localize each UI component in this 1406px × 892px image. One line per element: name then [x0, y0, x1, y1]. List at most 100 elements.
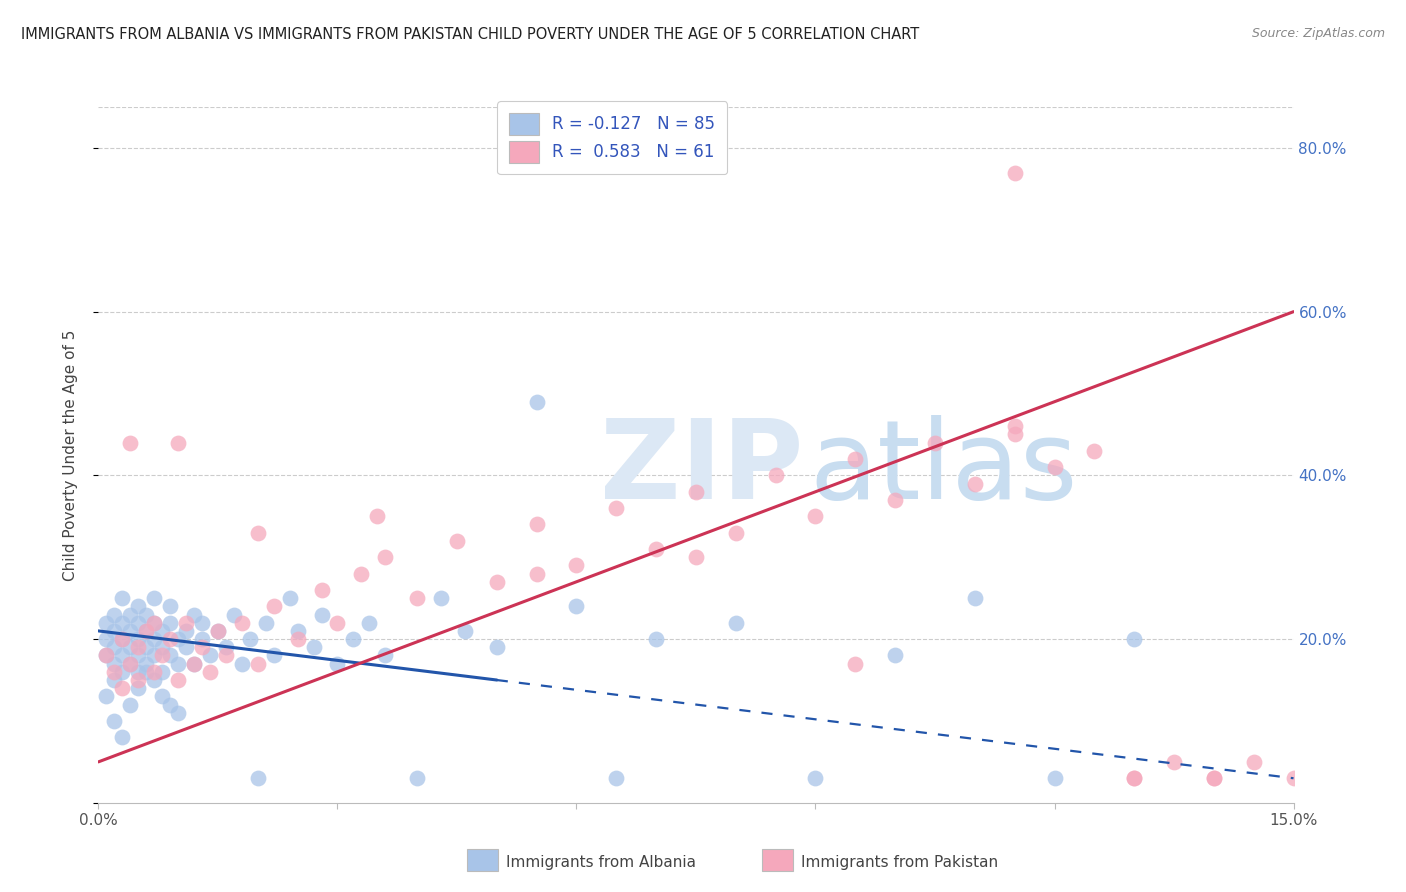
Point [1043, 460, 1066, 475]
Point [198, 665, 221, 679]
Point [96, 632, 118, 646]
Point [246, 657, 269, 671]
Point [159, 632, 181, 646]
Point [103, 657, 125, 671]
Point [111, 681, 134, 696]
Point [724, 525, 747, 540]
Point [406, 771, 429, 785]
Point [844, 452, 866, 467]
Point [111, 591, 134, 606]
Point [884, 492, 907, 507]
Point [1004, 165, 1026, 179]
Point [111, 731, 134, 745]
Point [150, 648, 173, 663]
Point [1083, 443, 1105, 458]
Point [804, 509, 827, 524]
Point [804, 771, 827, 785]
Point [111, 615, 134, 630]
Point [191, 640, 214, 655]
Text: Immigrants from Pakistan: Immigrants from Pakistan [801, 855, 998, 870]
Point [963, 591, 986, 606]
Point [111, 665, 134, 679]
Point [198, 648, 221, 663]
Point [143, 615, 166, 630]
Point [183, 607, 205, 622]
Point [135, 665, 157, 679]
Point [239, 632, 262, 646]
Point [183, 657, 205, 671]
Point [1043, 771, 1066, 785]
Point [565, 558, 588, 573]
Point [111, 632, 134, 646]
Point [454, 624, 477, 638]
Point [96, 690, 118, 704]
Point [278, 591, 301, 606]
Point [159, 648, 181, 663]
Point [127, 665, 149, 679]
Point [724, 615, 747, 630]
Point [526, 394, 548, 409]
Point [685, 550, 707, 565]
Text: IMMIGRANTS FROM ALBANIA VS IMMIGRANTS FROM PAKISTAN CHILD POVERTY UNDER THE AGE : IMMIGRANTS FROM ALBANIA VS IMMIGRANTS FR… [21, 27, 920, 42]
Point [526, 517, 548, 532]
Point [127, 632, 149, 646]
Point [1282, 771, 1305, 785]
Point [111, 648, 134, 663]
Point [135, 607, 157, 622]
Point [685, 484, 707, 499]
Point [374, 648, 396, 663]
Point [263, 599, 285, 614]
Point [120, 607, 142, 622]
Point [135, 624, 157, 638]
Point [430, 591, 453, 606]
Point [120, 657, 142, 671]
Point [231, 615, 253, 630]
Point [143, 615, 166, 630]
Point [645, 632, 668, 646]
Point [302, 640, 325, 655]
Point [342, 632, 364, 646]
Point [311, 582, 333, 597]
Point [485, 640, 508, 655]
Point [143, 665, 166, 679]
Point [215, 648, 238, 663]
Point [374, 550, 396, 565]
Point [174, 615, 197, 630]
Point [765, 468, 787, 483]
Point [884, 648, 907, 663]
Point [167, 435, 190, 450]
Point [311, 607, 333, 622]
Point [167, 657, 190, 671]
Point [446, 533, 468, 548]
Point [167, 632, 190, 646]
Point [167, 706, 190, 720]
Point [359, 615, 381, 630]
Point [1202, 771, 1225, 785]
Point [174, 640, 197, 655]
Point [231, 657, 253, 671]
Point [103, 607, 125, 622]
Point [103, 673, 125, 687]
Point [207, 624, 229, 638]
Point [326, 615, 349, 630]
Point [120, 640, 142, 655]
Point [645, 542, 668, 557]
Point [366, 509, 388, 524]
Point [150, 640, 173, 655]
Point [96, 648, 118, 663]
Point [159, 615, 181, 630]
Point [103, 624, 125, 638]
Point [111, 632, 134, 646]
Point [1163, 755, 1185, 769]
Point [150, 665, 173, 679]
Point [605, 501, 627, 516]
Point [1123, 771, 1146, 785]
Point [1123, 632, 1146, 646]
Point [96, 648, 118, 663]
Point [120, 698, 142, 712]
Point [120, 435, 142, 450]
Point [350, 566, 373, 581]
Point [246, 771, 269, 785]
Point [120, 657, 142, 671]
Point [127, 648, 149, 663]
